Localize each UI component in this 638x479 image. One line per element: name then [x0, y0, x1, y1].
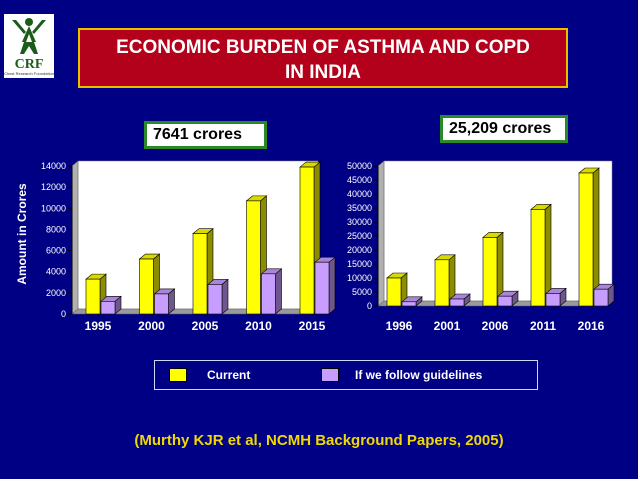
legend-label-guidelines: If we follow guidelines — [355, 368, 483, 382]
chart2-x-tick-label: 2016 — [578, 319, 605, 333]
chart2-bar-current-2011 — [530, 209, 546, 307]
chart1-y-tick-label: 6000 — [46, 246, 66, 256]
chart2-y-tick-label: 30000 — [347, 217, 372, 227]
chart2-y-tick-label: 0 — [367, 301, 372, 311]
chart2-x-tick-label: 2006 — [482, 319, 509, 333]
chart1-bar-current-2000 — [139, 258, 154, 315]
legend-swatch-guidelines — [321, 368, 339, 382]
chart2-x-tick-label: 2001 — [434, 319, 461, 333]
chart2-y-tick-label: 10000 — [347, 273, 372, 283]
chart1-y-tick-label: 12000 — [41, 182, 66, 192]
chart1-bar-guidelines-2000 — [154, 293, 169, 315]
chart2-x-tick-label: 1996 — [386, 319, 413, 333]
chart1-bar-current-2015 — [299, 166, 315, 315]
chart1-y-tick-label: 10000 — [41, 203, 66, 213]
chart2-y-tick-label: 40000 — [347, 189, 372, 199]
chart1-bar-current-2010 — [246, 200, 261, 315]
chart1-bar-guidelines-2010-side — [275, 268, 282, 315]
chart1-bar-current-1995 — [85, 278, 101, 315]
chart2-y-tick-label: 35000 — [347, 203, 372, 213]
chart1-bar-guidelines-2010 — [261, 273, 276, 315]
title-line-2: IN INDIA — [285, 62, 361, 83]
chart2-x-tick-label: 2011 — [530, 319, 556, 333]
chart1-bar-guidelines-2005-side — [221, 278, 229, 315]
chart2-bar-guidelines-2006 — [497, 295, 513, 307]
chart2-side-wall — [377, 160, 385, 307]
chart2-y-tick-label: 15000 — [347, 259, 372, 269]
chart2-bar-current-1996 — [386, 277, 402, 307]
citation: (Murthy KJR et al, NCMH Background Paper… — [134, 432, 504, 449]
title-line-1: ECONOMIC BURDEN OF ASTHMA AND COPD — [116, 37, 530, 58]
svg-text:Chest Research Foundation: Chest Research Foundation — [4, 71, 54, 76]
chart1-bar-guidelines-2015-side — [328, 256, 336, 315]
chart1-side-wall — [71, 160, 79, 315]
chart2-bar-current-2006 — [482, 237, 498, 307]
chart1-x-tick-label: 2005 — [192, 319, 219, 333]
chart2-y-tick-label: 45000 — [347, 175, 372, 185]
left-total-callout: 7641 crores — [144, 121, 267, 149]
chart1-x-tick-label: 2010 — [245, 319, 272, 333]
chart2-y-tick-label: 20000 — [347, 245, 372, 255]
logo-text: CRF — [15, 57, 44, 72]
chart1-x-tick-label: 2000 — [138, 319, 165, 333]
chart1-bar-guidelines-1995 — [100, 301, 116, 315]
chart2-bar-current-2016-side — [592, 167, 600, 307]
chart2-y-tick-label: 25000 — [347, 231, 372, 241]
chart1-bar-current-2005 — [192, 233, 208, 315]
slide-title: ECONOMIC BURDEN OF ASTHMA AND COPD IN IN… — [78, 28, 568, 88]
chart1-y-tick-label: 2000 — [46, 288, 66, 298]
chart2-bar-guidelines-2016 — [593, 288, 609, 307]
chart1-y-tick-label: 4000 — [46, 267, 66, 277]
chart1-x-tick-label: 1995 — [85, 319, 112, 333]
chart1-y-tick-label: 8000 — [46, 224, 66, 234]
chart1-y-axis-label: Amount in Crores — [15, 183, 29, 285]
chart1-y-tick-label: 0 — [61, 309, 66, 319]
chart2-y-tick-label: 5000 — [352, 287, 372, 297]
chart2-bar-guidelines-2001 — [449, 298, 465, 307]
chart2-bar-guidelines-2011 — [545, 293, 561, 307]
legend: Current If we follow guidelines — [154, 360, 538, 390]
right-total-callout: 25,209 crores — [440, 115, 568, 143]
chart2-y-tick-label: 50000 — [347, 161, 372, 171]
crf-logo: CRF Chest Research Foundation — [4, 14, 54, 78]
chart1-bar-guidelines-2015 — [314, 261, 330, 315]
chart1-y-tick-label: 14000 — [41, 161, 66, 171]
legend-label-current: Current — [207, 368, 251, 382]
chart2-bar-guidelines-1996 — [401, 301, 417, 307]
chart2-bar-current-2001 — [434, 259, 450, 307]
chart2-bar-current-2016 — [578, 172, 594, 307]
legend-swatch-current — [169, 368, 187, 382]
chart1-bar-guidelines-2005 — [207, 284, 223, 315]
chart1-x-tick-label: 2015 — [299, 319, 326, 333]
